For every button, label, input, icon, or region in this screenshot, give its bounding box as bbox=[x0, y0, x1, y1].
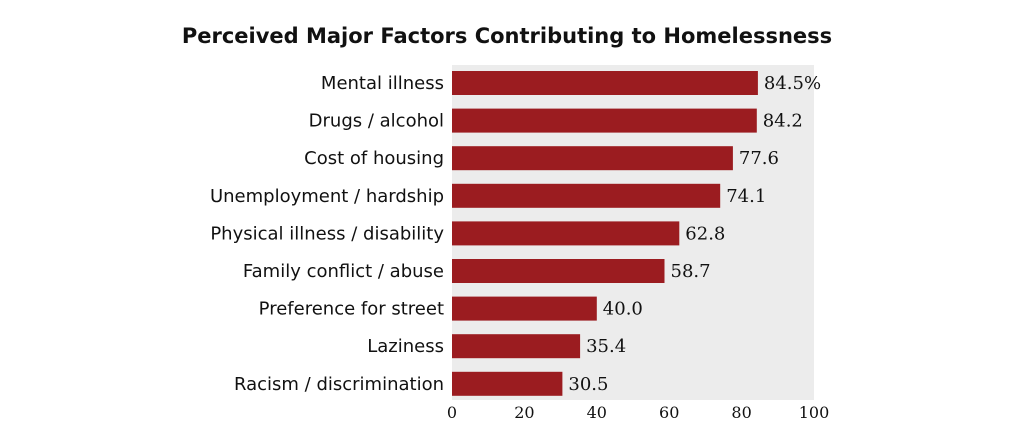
bar bbox=[452, 71, 758, 95]
value-label: 84.5% bbox=[764, 73, 821, 94]
bar bbox=[452, 108, 757, 133]
category-label: Mental illness bbox=[321, 73, 444, 94]
value-label: 40.0 bbox=[603, 299, 643, 320]
category-label: Cost of housing bbox=[304, 148, 444, 169]
category-label: Family conflict / abuse bbox=[243, 261, 444, 282]
category-label: Preference for street bbox=[259, 299, 444, 320]
bar bbox=[452, 183, 721, 208]
category-label: Physical illness / disability bbox=[210, 223, 444, 244]
x-tick-label: 60 bbox=[659, 403, 679, 422]
x-tick-label: 80 bbox=[731, 403, 751, 422]
bar bbox=[452, 146, 733, 171]
value-label: 58.7 bbox=[671, 261, 711, 282]
x-tick-label: 20 bbox=[514, 403, 534, 422]
value-label: 35.4 bbox=[586, 336, 626, 357]
bars-group bbox=[452, 71, 758, 396]
x-tick-label: 40 bbox=[587, 403, 607, 422]
category-labels: Mental illness Drugs / alcohol Cost of hou… bbox=[210, 73, 444, 395]
bar bbox=[452, 221, 680, 246]
x-axis-ticks: 0 20 40 60 80 100 bbox=[447, 403, 829, 422]
x-tick-label: 100 bbox=[799, 403, 830, 422]
category-label: Laziness bbox=[367, 336, 444, 357]
category-label: Racism / discrimination bbox=[234, 374, 444, 395]
value-label: 77.6 bbox=[739, 148, 779, 169]
chart-title: Perceived Major Factors Contributing to … bbox=[182, 24, 832, 48]
value-label: 30.5 bbox=[568, 374, 608, 395]
category-label: Unemployment / hardship bbox=[210, 186, 444, 207]
value-label: 84.2 bbox=[763, 111, 803, 132]
bar bbox=[452, 296, 597, 321]
x-tick-label: 0 bbox=[447, 403, 457, 422]
value-label: 74.1 bbox=[726, 186, 766, 207]
bar bbox=[452, 371, 563, 396]
value-label: 62.8 bbox=[685, 223, 725, 244]
bar bbox=[452, 334, 581, 359]
bar bbox=[452, 259, 665, 283]
category-label: Drugs / alcohol bbox=[309, 111, 444, 132]
value-labels: 84.5% 84.2 77.6 74.162.8 58.7 40.0 35.4 30.5 bbox=[568, 73, 821, 395]
